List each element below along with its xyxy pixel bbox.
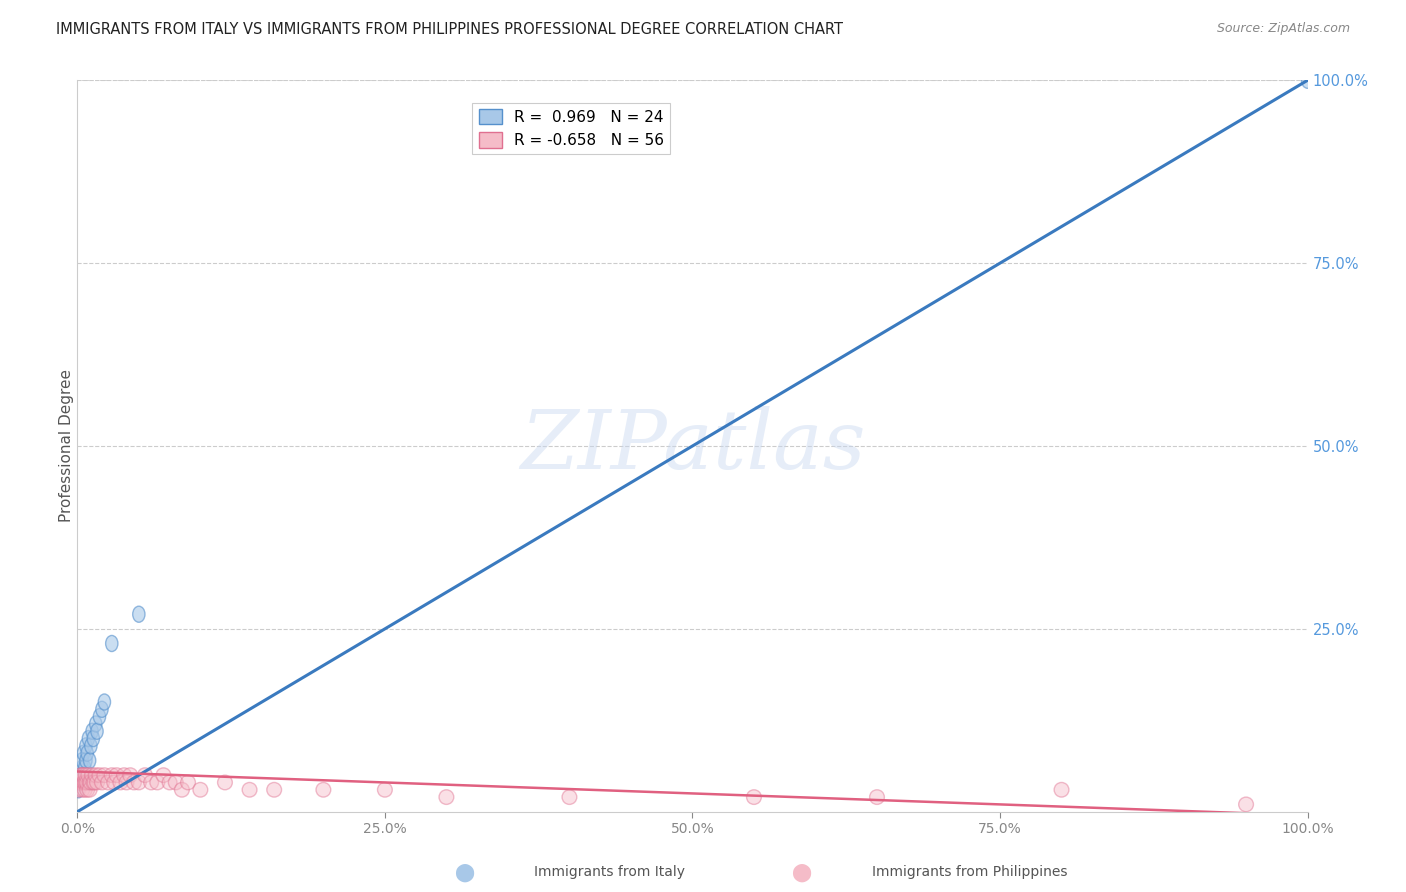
Ellipse shape — [75, 768, 90, 782]
Text: ZIPatlas: ZIPatlas — [520, 406, 865, 486]
Ellipse shape — [77, 745, 90, 761]
Ellipse shape — [80, 775, 94, 789]
Ellipse shape — [90, 775, 104, 789]
Ellipse shape — [82, 782, 97, 797]
Ellipse shape — [110, 768, 124, 782]
Ellipse shape — [439, 789, 454, 805]
Ellipse shape — [82, 731, 94, 747]
Ellipse shape — [120, 775, 134, 789]
Ellipse shape — [75, 782, 90, 797]
Ellipse shape — [218, 775, 232, 789]
Ellipse shape — [747, 789, 762, 805]
Ellipse shape — [86, 775, 101, 789]
Ellipse shape — [80, 738, 93, 754]
Ellipse shape — [72, 782, 86, 797]
Ellipse shape — [242, 782, 257, 797]
Ellipse shape — [193, 782, 208, 797]
Ellipse shape — [93, 708, 105, 724]
Ellipse shape — [162, 775, 177, 789]
Ellipse shape — [316, 782, 330, 797]
Ellipse shape — [73, 774, 86, 790]
Ellipse shape — [89, 768, 103, 782]
Ellipse shape — [94, 775, 110, 789]
Ellipse shape — [267, 782, 281, 797]
Ellipse shape — [79, 768, 93, 782]
Ellipse shape — [73, 781, 84, 797]
Ellipse shape — [132, 607, 145, 623]
Ellipse shape — [82, 768, 96, 782]
Ellipse shape — [1239, 797, 1254, 812]
Ellipse shape — [174, 782, 190, 797]
Ellipse shape — [82, 745, 93, 761]
Ellipse shape — [169, 775, 183, 789]
Ellipse shape — [91, 723, 103, 739]
Ellipse shape — [84, 768, 100, 782]
Ellipse shape — [98, 694, 111, 710]
Ellipse shape — [378, 782, 392, 797]
Text: Immigrants from Philippines: Immigrants from Philippines — [872, 865, 1067, 880]
Ellipse shape — [79, 775, 93, 789]
Ellipse shape — [104, 768, 120, 782]
Ellipse shape — [76, 753, 89, 769]
Ellipse shape — [93, 768, 107, 782]
Ellipse shape — [122, 768, 138, 782]
Ellipse shape — [84, 738, 97, 754]
Ellipse shape — [80, 753, 93, 769]
Ellipse shape — [1302, 72, 1313, 88]
Ellipse shape — [79, 760, 91, 776]
Text: Immigrants from Italy: Immigrants from Italy — [534, 865, 685, 880]
Text: ⬤: ⬤ — [454, 863, 474, 881]
Ellipse shape — [138, 768, 152, 782]
Ellipse shape — [132, 775, 146, 789]
Ellipse shape — [127, 775, 141, 789]
Ellipse shape — [73, 775, 87, 789]
Ellipse shape — [73, 768, 89, 782]
Ellipse shape — [562, 789, 576, 805]
Ellipse shape — [83, 753, 96, 769]
Legend: R =  0.969   N = 24, R = -0.658   N = 56: R = 0.969 N = 24, R = -0.658 N = 56 — [472, 103, 669, 154]
Ellipse shape — [86, 723, 98, 739]
Ellipse shape — [76, 760, 89, 776]
Ellipse shape — [143, 775, 159, 789]
Ellipse shape — [77, 782, 93, 797]
Ellipse shape — [1054, 782, 1069, 797]
Ellipse shape — [75, 767, 87, 783]
Ellipse shape — [76, 768, 91, 782]
Ellipse shape — [105, 635, 118, 651]
Ellipse shape — [150, 775, 165, 789]
Ellipse shape — [96, 701, 108, 717]
Ellipse shape — [181, 775, 195, 789]
Ellipse shape — [107, 775, 122, 789]
Ellipse shape — [156, 768, 172, 782]
Ellipse shape — [112, 775, 128, 789]
Ellipse shape — [82, 775, 97, 789]
Ellipse shape — [80, 782, 94, 797]
Text: Source: ZipAtlas.com: Source: ZipAtlas.com — [1216, 22, 1350, 36]
Ellipse shape — [83, 775, 98, 789]
Ellipse shape — [97, 768, 112, 782]
Ellipse shape — [73, 775, 89, 789]
Ellipse shape — [87, 775, 103, 789]
Text: ⬤: ⬤ — [792, 863, 811, 881]
Ellipse shape — [77, 767, 90, 783]
Text: IMMIGRANTS FROM ITALY VS IMMIGRANTS FROM PHILIPPINES PROFESSIONAL DEGREE CORRELA: IMMIGRANTS FROM ITALY VS IMMIGRANTS FROM… — [56, 22, 844, 37]
Ellipse shape — [76, 775, 91, 789]
Ellipse shape — [870, 789, 884, 805]
Ellipse shape — [87, 731, 100, 747]
Ellipse shape — [101, 775, 115, 789]
Ellipse shape — [77, 775, 93, 789]
Ellipse shape — [117, 768, 132, 782]
Y-axis label: Professional Degree: Professional Degree — [59, 369, 73, 523]
Ellipse shape — [90, 716, 103, 732]
